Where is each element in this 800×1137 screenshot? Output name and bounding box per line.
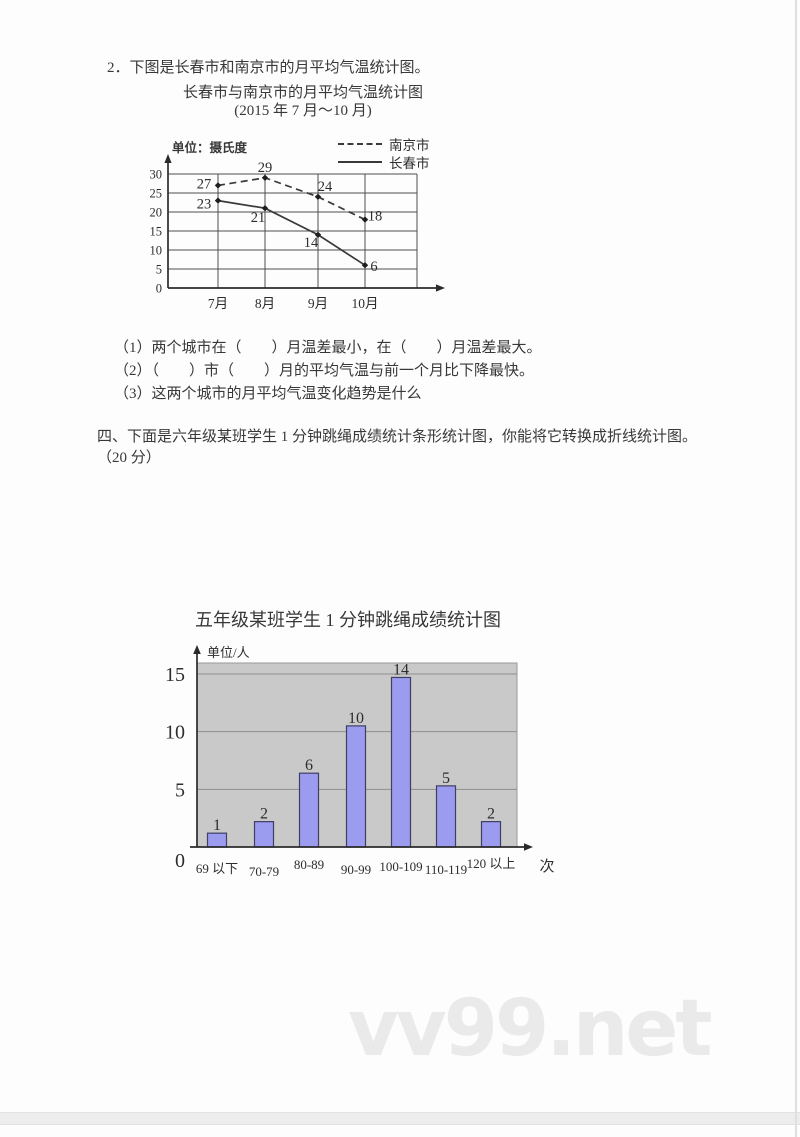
data-point-marker [361,216,369,223]
bar [390,676,412,848]
x-axis-arrow [524,843,533,851]
x-axis-arrow [436,284,445,292]
legend-row-changchun: 长春市 [338,154,430,171]
bar-value-label: 2 [260,806,268,823]
watermark: vv99.net [348,984,713,1074]
rope-skipping-bar-chart: 1 2 6 10 14 5 2 0 5 10 15 69 以下 70-79 80-89 90-99 100-1… [165,645,555,879]
bar [298,772,320,848]
bar [253,821,275,848]
y-tick-label: 15 [150,225,163,239]
bar-value-label: 1 [213,817,221,834]
bar [435,785,457,848]
bar-category-label: 90-99 [341,862,371,877]
bar-category-label: 80-89 [294,857,324,872]
data-point-label: 29 [258,160,273,176]
y-tick-label: 30 [150,168,163,182]
bar [480,821,502,848]
y-tick-label: 5 [175,779,185,801]
data-point-label: 23 [197,197,212,213]
bar-chart-title: 五年级某班学生 1 分钟跳绳成绩统计图 [195,610,501,630]
data-point-marker [314,231,322,238]
month-label: 8月 [255,296,275,311]
bar [345,725,367,848]
data-point-label: 24 [318,179,333,195]
bar-category-label: 70-79 [249,864,279,879]
data-point-marker [214,197,222,204]
dashed-line-sample [338,142,382,145]
bar-value-label: 10 [348,710,364,727]
y-tick-label: 5 [156,263,162,277]
x-axis-unit-label: 次 [539,858,554,875]
question-2-sub-3: （3）这两个城市的月平均气温变化趋势是什么 [114,386,422,402]
data-point-label: 14 [304,235,319,251]
page-right-edge [795,0,797,1137]
data-point-marker [261,174,269,181]
y-axis-arrow [193,645,201,654]
question-4-score: （20 分） [97,450,161,466]
page-break-band [0,1112,800,1125]
bar-value-label: 14 [393,661,409,678]
data-point-marker [214,182,222,189]
y-axis-unit-label: 单位/人 [207,645,250,660]
y-tick-label: 0 [175,850,185,872]
y-tick-label: 10 [165,722,185,744]
series-line [217,199,366,266]
question-2-sub-2: （2）（ ）市（ ）月的平均气温与前一个月比下降最快。 [114,363,535,379]
bar-value-label: 5 [442,770,450,787]
data-point-marker [314,193,322,200]
y-tick-label: 25 [150,187,163,201]
data-point-label: 21 [251,210,266,226]
data-point-label: 27 [197,176,212,192]
line-chart-unit-label: 单位：摄氏度 [172,141,248,155]
month-label: 10月 [352,296,379,311]
legend-row-nanjing: 南京市 [338,136,430,153]
bar-value-label: 2 [487,806,495,823]
bar [206,832,228,848]
bar-value-label: 6 [305,757,313,774]
legend-label-changchun: 长春市 [389,155,430,171]
bar-category-label: 69 以下 [196,861,238,876]
data-point-marker [361,262,369,269]
legend-label-nanjing: 南京市 [389,137,430,153]
question-2-intro: 2．下图是长春市和南京市的月平均气温统计图。 [107,60,430,76]
month-label: 7月 [208,296,228,311]
bar-category-label: 100-109 [379,859,422,874]
solid-line-sample [338,160,382,163]
data-point-label: 6 [370,259,377,275]
data-point-marker [261,205,269,212]
y-tick-label: 15 [165,664,185,686]
series-line [217,176,366,221]
bar-category-label: 120 以上 [467,856,516,871]
y-tick-label: 20 [150,206,163,220]
temperature-line-chart: 0 5 10 15 20 25 30 7月 8月 9月 10月 27 29 24 18 23 21 14 6 [150,154,445,311]
y-axis-arrow [164,154,172,163]
question-4-intro: 四、下面是六年级某班学生 1 分钟跳绳成绩统计条形统计图，你能将它转换成折线统计… [97,429,698,445]
question-2-sub-1: （1）两个城市在（ ）月温差最小，在（ ）月温差最大。 [114,340,542,356]
data-point-label: 18 [368,209,383,225]
line-chart-subtitle: (2015 年 7 月～10 月) [234,103,372,119]
line-chart-title: 长春市与南京市的月平均气温统计图 [182,85,423,101]
y-tick-label: 0 [156,282,162,296]
bar-category-label: 110-119 [425,862,467,877]
month-label: 9月 [308,296,328,311]
y-tick-label: 10 [150,244,163,258]
line-chart-legend: 南京市 长春市 [338,136,430,172]
